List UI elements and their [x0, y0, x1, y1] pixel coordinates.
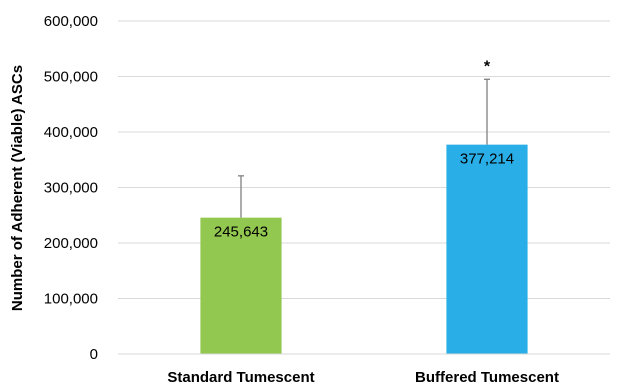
y-tick-label: 600,000 [44, 13, 98, 30]
axes: 0 100,000 200,000 300,000 400,000 500,000 600,… [44, 13, 610, 386]
y-tick-label: 100,000 [44, 291, 98, 308]
y-tick-label: 200,000 [44, 235, 98, 252]
data-labels: 245,643 377,214 * [214, 58, 514, 240]
y-axis-label: Number of Adherent (Viable) ASCs [9, 65, 26, 311]
y-tick-label: 500,000 [44, 69, 98, 86]
x-tick-label: Standard Tumescent [167, 369, 314, 386]
x-tick-label: Buffered Tumescent [415, 369, 559, 386]
y-tick-label: 0 [90, 346, 98, 363]
bar [446, 144, 528, 354]
significance-marker: * [484, 58, 491, 75]
bar [200, 217, 282, 354]
bars [200, 144, 528, 354]
data-label: 245,643 [214, 224, 268, 241]
y-tick-label: 400,000 [44, 124, 98, 141]
data-label: 377,214 [460, 151, 514, 168]
gridlines [118, 20, 610, 299]
error-bars [238, 78, 490, 218]
y-tick-label: 300,000 [44, 180, 98, 197]
